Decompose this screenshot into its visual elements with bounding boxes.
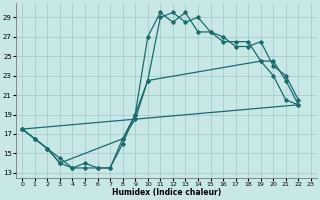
X-axis label: Humidex (Indice chaleur): Humidex (Indice chaleur) — [112, 188, 221, 197]
